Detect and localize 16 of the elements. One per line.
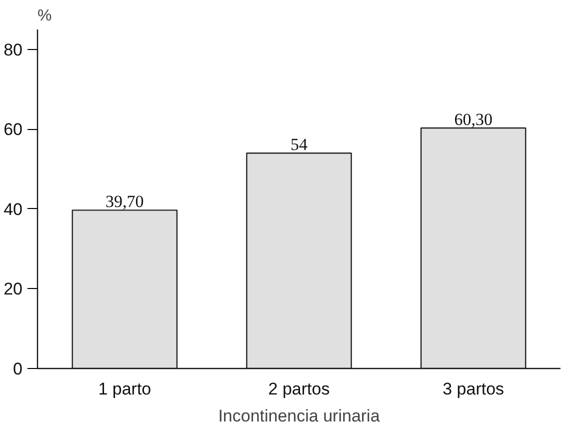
y-tick-label: 40 <box>4 200 23 219</box>
bar <box>72 210 178 368</box>
y-tick-label: 0 <box>13 360 23 378</box>
y-tick-label: 20 <box>4 280 23 299</box>
y-axis-title: % <box>38 8 52 24</box>
y-tick-label: 80 <box>4 40 23 60</box>
x-axis-title: Incontinencia urinaria <box>218 406 380 426</box>
y-tick-label: 60 <box>4 120 23 140</box>
data-label: 60,30 <box>454 110 492 130</box>
data-label: 39,70 <box>106 192 144 212</box>
x-tick-label: 1 parto <box>98 380 152 398</box>
x-tick-label: 3 partos <box>442 380 504 398</box>
data-label: 54 <box>290 135 308 154</box>
bar <box>246 152 352 368</box>
x-tick-label: 2 partos <box>268 380 330 398</box>
bar <box>420 127 526 368</box>
